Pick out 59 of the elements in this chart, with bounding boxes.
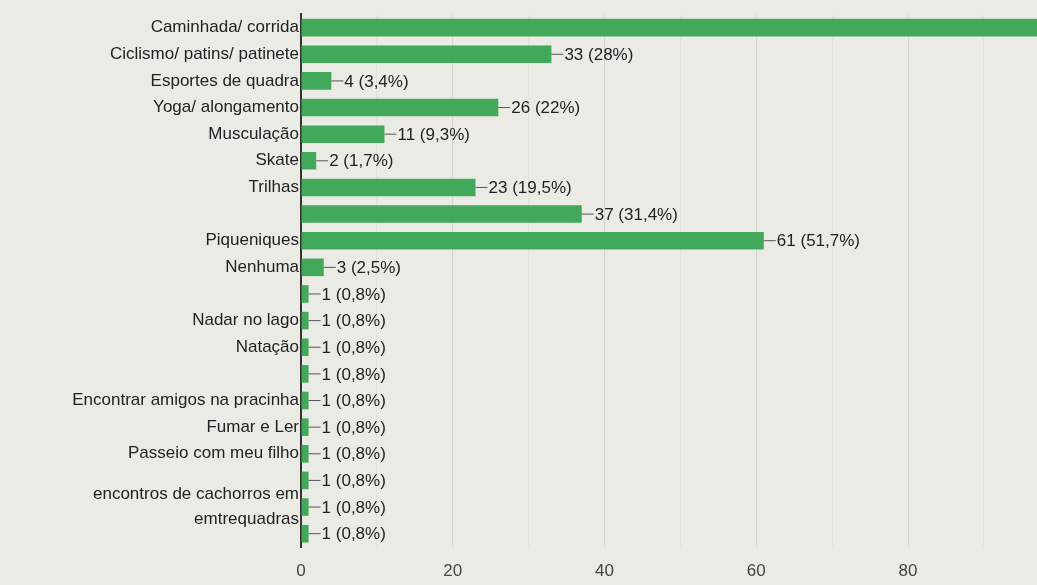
y-tick-label: Fumar e Ler: [206, 416, 300, 436]
data-label: 1 (0,8%): [321, 417, 386, 437]
data-label: 1 (0,8%): [321, 311, 386, 331]
bar: [301, 365, 309, 383]
x-tick-label: 0: [296, 560, 306, 580]
data-label: 1 (0,8%): [321, 391, 386, 411]
bar: [301, 18, 1037, 37]
bar: [301, 285, 309, 303]
y-tick-label: Nenhuma: [225, 257, 300, 277]
bar: [301, 391, 309, 410]
bar: [301, 338, 309, 357]
bar: [301, 311, 309, 330]
bar: [301, 152, 317, 170]
y-tick-label: Skate: [255, 150, 299, 170]
data-label: 1 (0,8%): [321, 497, 386, 517]
data-label: 11 (9,3%): [397, 124, 470, 144]
bar: [301, 471, 309, 490]
y-tick-label: Yoga/ alongamento: [153, 97, 299, 117]
y-tick-label: Encontrar amigos na pracinha: [72, 390, 300, 410]
y-tick-label: Piqueniques: [205, 230, 299, 250]
bar: [301, 258, 324, 277]
bar: [301, 231, 764, 250]
data-label: 3 (2,5%): [336, 258, 402, 278]
bar: [301, 98, 499, 117]
data-label: 1 (0,8%): [321, 284, 386, 304]
data-label: 1 (0,8%): [321, 337, 386, 357]
bar: [301, 418, 309, 436]
x-tick-label: 60: [746, 560, 766, 580]
y-tick-label: Ciclismo/ patins/ patinete: [110, 43, 299, 63]
data-label: 2 (1,7%): [329, 151, 394, 171]
bar: [301, 178, 476, 197]
data-label: 1 (0,8%): [321, 524, 386, 544]
y-tick-label: Natação: [235, 336, 299, 356]
y-tick-label: Passeio com meu filho: [127, 443, 299, 463]
x-tick-label: 20: [443, 560, 463, 580]
bar: [301, 72, 332, 90]
data-label: 33 (28%): [564, 44, 634, 64]
bar: [301, 125, 385, 143]
y-tick-label: Caminhada/ corrida: [150, 17, 300, 37]
y-tick-label: Nadar no lago: [192, 310, 299, 330]
data-label: 4 (3,4%): [344, 71, 409, 91]
bar: [301, 498, 309, 516]
data-label: 61 (51,7%): [776, 231, 861, 251]
data-label: 1 (0,8%): [321, 364, 386, 384]
y-tick-label: Musculação: [208, 123, 299, 143]
y-tick-label: encontros de cachorros em emtrequadras: [93, 484, 299, 529]
y-tick-label: Trilhas: [248, 177, 299, 197]
x-tick-label: 40: [595, 560, 614, 580]
data-label: 37 (31,4%): [594, 204, 678, 224]
bar: [301, 205, 582, 223]
bar: [301, 524, 309, 543]
bar: [301, 444, 309, 463]
data-label: 26 (22%): [511, 98, 581, 118]
data-label: 23 (19,5%): [488, 178, 572, 198]
data-label: 1 (0,8%): [321, 444, 386, 464]
data-label: 1 (0,8%): [321, 471, 386, 491]
y-tick-label: Esportes de quadra: [150, 70, 300, 90]
x-tick-label: 80: [898, 560, 918, 580]
bar: [301, 45, 552, 64]
